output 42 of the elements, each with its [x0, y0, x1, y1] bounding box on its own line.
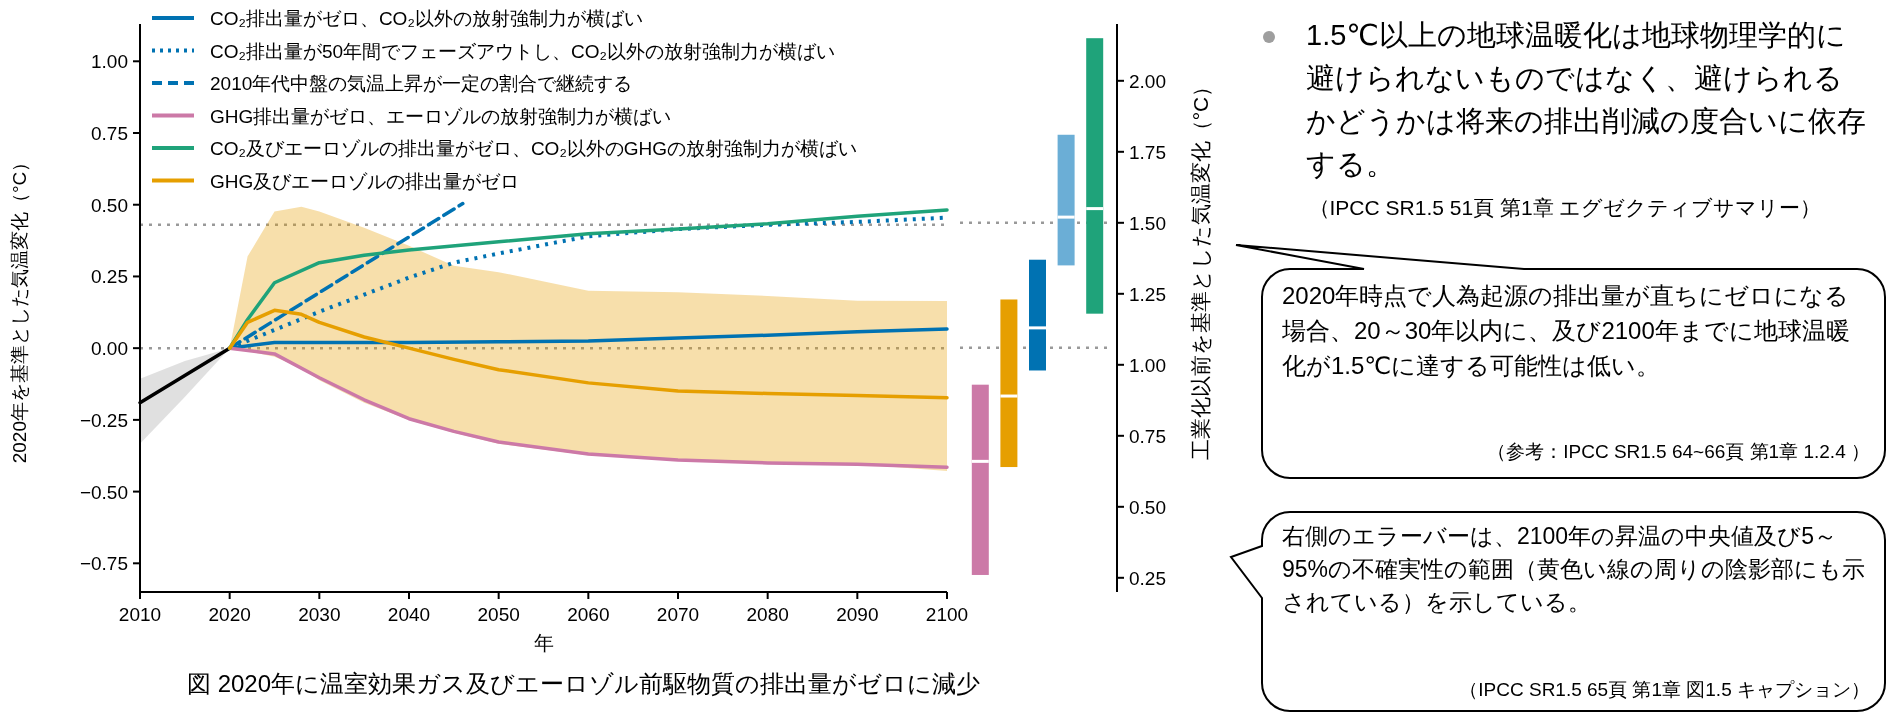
y-tick-label: 0.25	[91, 266, 128, 288]
y-tick-label: 0.50	[91, 194, 128, 216]
text: 右側のエラーバーは、2100年の昇温の中央値及び5～95%の不確実性の範囲（黄色い線の周りの陰影部にも示されている）を示している。	[1282, 522, 1867, 617]
x-tick-label: 2100	[925, 604, 969, 625]
y-tick-label: −0.75	[79, 553, 128, 575]
legend-label: CO₂排出量が50年間でフェーズアウトし、CO₂以外の放射強制力が横ばい	[210, 40, 835, 62]
text: 1.5℃以上の地球温暖化は地球物理学的に避けられないものではなく、避けられるかどうかは将来の排出削減の度合いに依存する。	[1306, 18, 1866, 182]
x-axis-title: 年	[533, 632, 554, 654]
legend-label: GHG及びエーロゾルの排出量がゼロ	[210, 170, 520, 192]
y-tick-label: −0.50	[79, 481, 128, 503]
x-tick-label: 2020	[208, 604, 251, 625]
y-tick-label: 1.50	[1129, 212, 1166, 234]
legend-label: GHG排出量がゼロ、エーロゾルの放射強制力が横ばい	[210, 105, 672, 127]
y-axis-title: 2020年を基準とした気温変化（°C）	[9, 152, 30, 464]
y-tick-label: −0.25	[79, 409, 128, 431]
caption: 図 2020年に温室効果ガス及びエーロゾル前駆物質の排出量がゼロに減少	[186, 670, 981, 697]
legend-label: CO₂及びエーロゾルの排出量がゼロ、CO₂以外のGHGの放射強制力が横ばい	[210, 138, 858, 159]
x-tick-label: 2030	[298, 604, 341, 625]
legend-label: 2010年代中盤の気温上昇が一定の割合で継続する	[210, 73, 633, 94]
text: （参考：IPCC SR1.5 64~66頁 第1章 1.2.4 ）	[1486, 440, 1870, 464]
x-tick-label: 2040	[387, 604, 431, 625]
y-tick-label: 0.75	[1129, 425, 1166, 447]
x-tick-label: 2090	[836, 604, 879, 625]
y-tick-label: 2.00	[1129, 70, 1166, 92]
x-tick-label: 2060	[567, 604, 610, 625]
y-tick-label: 1.00	[1129, 354, 1166, 376]
x-tick-label: 2010	[118, 604, 162, 625]
x-tick-label: 2080	[746, 604, 789, 625]
legend-label: CO₂排出量がゼロ、CO₂以外の放射強制力が横ばい	[210, 8, 643, 29]
y-axis-title: 工業化以前を基準とした気温変化（°C）	[1189, 75, 1212, 461]
y-tick-label: 0.00	[91, 338, 128, 360]
y-tick-label: 1.75	[1129, 141, 1166, 163]
y-tick-label: 0.50	[1129, 496, 1166, 518]
y-tick-label: 0.75	[91, 123, 128, 145]
x-tick-label: 2050	[477, 604, 520, 625]
y-tick-label: 1.00	[91, 51, 128, 73]
text: （IPCC SR1.5 51頁 第1章 エグゼクティブサマリー）	[1307, 195, 1823, 221]
text: （IPCC SR1.5 65頁 第1章 図1.5 キャプション）	[1458, 678, 1870, 702]
text: 2020年時点で人為起源の排出量が直ちにゼロになる場合、20～30年以内に、及び2100年までに地球温暖化が1.5℃に達する可能性は低い。	[1282, 281, 1851, 381]
y-tick-label: 1.25	[1129, 283, 1166, 305]
y-tick-label: 0.25	[1129, 567, 1166, 589]
x-tick-label: 2070	[656, 604, 700, 625]
